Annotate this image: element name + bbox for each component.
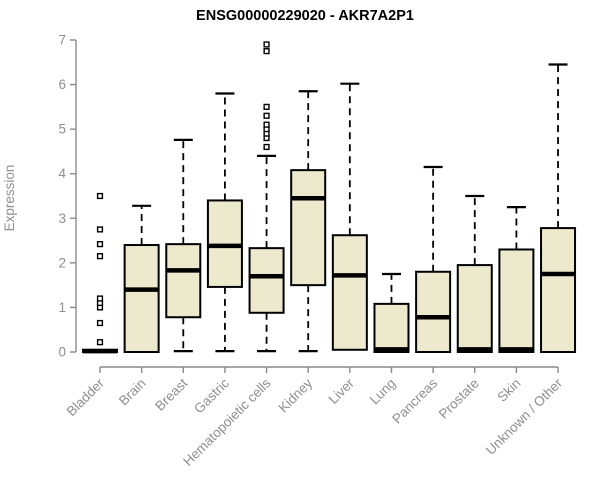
box-iqr xyxy=(540,227,577,353)
box-group-unknown-other xyxy=(540,63,577,353)
y-tick-label: 4 xyxy=(58,166,66,181)
box-iqr xyxy=(498,248,535,353)
outlier-point xyxy=(263,143,270,151)
x-tick-label: Gastric xyxy=(191,375,232,416)
outlier-point xyxy=(96,253,104,260)
plot-area: 0 1 2 3 4 5 6 7 Expression Bladder Brain Breast Gast… xyxy=(2,33,577,469)
chart-title: ENSG00000229020 - AKR7A2P1 xyxy=(196,8,414,24)
box-iqr xyxy=(290,169,327,287)
box-group-skin xyxy=(498,206,535,353)
box-group-kidney xyxy=(290,90,327,353)
y-tick-label: 2 xyxy=(58,255,66,270)
x-tick-label: Liver xyxy=(326,375,358,407)
box-group-lung xyxy=(373,272,410,353)
box-iqr xyxy=(165,243,202,319)
outlier-point xyxy=(96,241,104,248)
box-iqr xyxy=(415,270,452,353)
x-tick-label: Prostate xyxy=(436,376,482,422)
outlier-point xyxy=(96,295,104,302)
box-group-hematopoietic-cells xyxy=(248,41,285,353)
outlier-point xyxy=(96,319,104,327)
x-tick-label: Breast xyxy=(152,375,190,413)
box-group-brain xyxy=(123,204,160,353)
y-tick-label: 3 xyxy=(58,211,66,226)
y-axis-label: Expression xyxy=(2,165,17,232)
box-group-prostate xyxy=(456,194,493,354)
outlier-point xyxy=(263,48,270,55)
y-tick-label: 7 xyxy=(58,33,66,48)
outlier-point xyxy=(263,103,270,110)
y-tick-label: 5 xyxy=(58,122,66,137)
box-group-pancreas xyxy=(415,165,452,353)
box-iqr xyxy=(123,244,160,353)
box-group-liver xyxy=(331,82,368,351)
outlier-point xyxy=(96,226,104,233)
box-iqr xyxy=(373,302,410,353)
y-tick-label: 0 xyxy=(58,345,66,360)
y-tick-label: 1 xyxy=(58,300,66,315)
box-iqr xyxy=(331,234,368,351)
x-tick-label: Pancreas xyxy=(389,375,440,426)
x-tick-label: Lung xyxy=(367,376,399,408)
box-iqr xyxy=(456,264,493,354)
outlier-point xyxy=(96,339,104,346)
box-iqr xyxy=(248,247,285,314)
y-tick-label: 6 xyxy=(58,77,66,92)
box-group-gastric xyxy=(206,92,243,353)
x-tick-label: Skin xyxy=(494,376,523,405)
outlier-point xyxy=(263,121,270,128)
box-group-bladder xyxy=(82,192,118,354)
x-tick-label: Kidney xyxy=(276,375,316,415)
outlier-point xyxy=(263,112,270,119)
outlier-point xyxy=(96,192,104,200)
x-tick-label: Unknown / Other xyxy=(483,375,566,458)
x-tick-label: Brain xyxy=(116,376,149,409)
x-tick-label: Bladder xyxy=(64,375,108,419)
box-group-breast xyxy=(165,138,202,353)
outlier-point xyxy=(263,41,270,48)
